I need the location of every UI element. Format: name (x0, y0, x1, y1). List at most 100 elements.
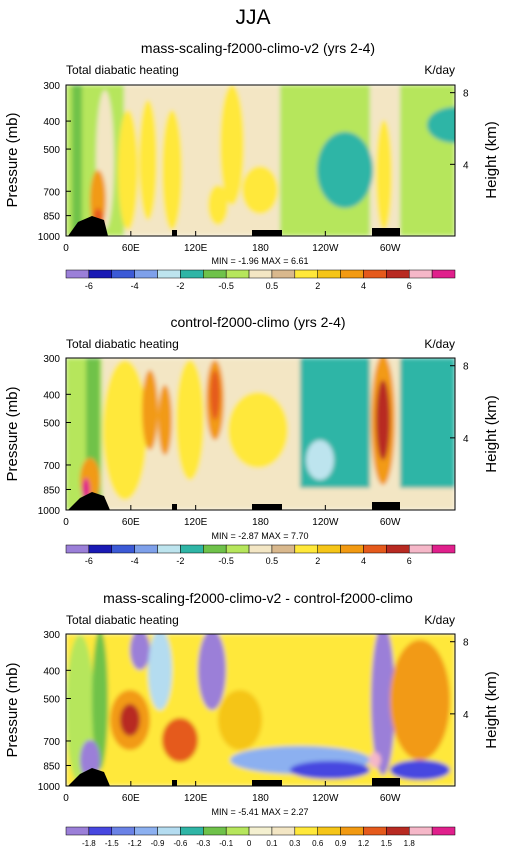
colorbar-swatch (363, 269, 387, 279)
colorbar-swatch (88, 826, 113, 836)
panel-title: mass-scaling-f2000-climo-v2 - control-f2… (103, 590, 413, 606)
colorbar-label: 1.5 (381, 839, 393, 848)
x-tick-label: 120E (184, 517, 208, 528)
y-ticks-right: 84 (450, 638, 469, 721)
colorbar-label: -0.5 (218, 556, 234, 566)
colorbar-label: 1.8 (404, 839, 416, 848)
stats-label: MIN = -2.87 MAX = 7.70 (211, 531, 308, 541)
colorbar-label: 6 (407, 281, 412, 291)
colorbar-swatch (271, 544, 296, 554)
variable-label: Total diabatic heating (66, 63, 179, 77)
colorbar-label: -2 (176, 556, 184, 566)
colorbar-label: -0.5 (218, 281, 234, 291)
variable-label: Total diabatic heating (66, 337, 179, 351)
colorbar-swatch (294, 826, 318, 836)
colorbar-swatch (111, 269, 135, 279)
colorbar-label: -6 (85, 556, 93, 566)
colorbar-swatch (340, 826, 364, 836)
colorbar-label: 0.5 (266, 556, 279, 566)
panel-difference: mass-scaling-f2000-climo-v2 - control-f2… (4, 590, 500, 848)
panel-title: control-f2000-climo (yrs 2-4) (170, 314, 345, 330)
x-tick-label: 120E (184, 243, 208, 254)
contour-field (66, 358, 455, 510)
y-right-tick-label: 8 (463, 362, 469, 373)
units-label: K/day (424, 63, 455, 77)
colorbar-swatch (180, 544, 204, 554)
colorbar-swatch (203, 269, 227, 279)
colorbar-swatch (225, 826, 250, 836)
x-tick-label: 60E (122, 793, 140, 804)
colorbar-swatch (340, 269, 364, 279)
x-tick-label: 0 (63, 517, 69, 528)
x-tick-label: 60E (122, 517, 140, 528)
y-tick-label: 1000 (38, 232, 61, 243)
y-right-tick-label: 4 (463, 434, 469, 445)
colorbar-label: -4 (131, 281, 139, 291)
colorbar-swatch (248, 826, 273, 836)
colorbar-swatch (134, 269, 158, 279)
x-ticks: 0 60E 120E 180 120W 60W (63, 505, 401, 528)
colorbar-swatch (88, 269, 113, 279)
colorbar-swatch (88, 544, 113, 554)
y-ticks-left: 300 400 500 700 850 1000 (38, 81, 71, 243)
y-tick-label: 500 (43, 145, 60, 156)
stats-label: MIN = -1.96 MAX = 6.61 (211, 256, 308, 266)
y-tick-label: 850 (43, 212, 60, 223)
units-label: K/day (424, 613, 455, 627)
x-tick-label: 120E (184, 793, 208, 804)
y-axis-title-right: Height (km) (483, 121, 500, 199)
y-ticks-right: 84 (450, 362, 469, 445)
panel-control: control-f2000-climo (yrs 2-4) Total diab… (4, 314, 500, 566)
colorbar-swatch (157, 826, 181, 836)
colorbar-label: -0.3 (196, 839, 210, 848)
y-axis-title-right: Height (km) (483, 395, 500, 473)
colorbar-swatch (317, 826, 341, 836)
colorbar-swatch (431, 826, 456, 836)
x-tick-label: 120W (312, 793, 339, 804)
colorbar-swatch (340, 544, 364, 554)
colorbar-swatch (271, 826, 296, 836)
x-tick-label: 0 (63, 793, 69, 804)
contour-field (66, 85, 455, 236)
y-right-tick-label: 8 (463, 89, 469, 100)
colorbar-label: -4 (131, 556, 139, 566)
panel-mass-scaling: mass-scaling-f2000-climo-v2 (yrs 2-4) To… (4, 40, 500, 291)
colorbar-label: 0.6 (312, 839, 324, 848)
y-tick-label: 300 (43, 81, 60, 92)
colorbar-swatch (386, 826, 410, 836)
y-tick-label: 300 (43, 354, 60, 365)
colorbar-label: 0.1 (266, 839, 278, 848)
x-tick-label: 180 (252, 517, 269, 528)
colorbar-label: 6 (407, 556, 412, 566)
colorbar-swatch (225, 544, 250, 554)
y-right-tick-label: 4 (463, 160, 469, 171)
y-ticks-right: 84 (450, 89, 469, 171)
colorbar-label: 2 (315, 556, 320, 566)
x-tick-label: 180 (252, 243, 269, 254)
y-tick-label: 1000 (38, 506, 61, 517)
colorbar-label: 1.2 (358, 839, 370, 848)
colorbar-swatch (157, 544, 181, 554)
y-tick-label: 850 (43, 761, 60, 772)
colorbar-label: -1.8 (82, 839, 96, 848)
y-tick-label: 500 (43, 694, 60, 705)
colorbar-swatch (65, 826, 90, 836)
colorbar-label: 0.9 (335, 839, 347, 848)
colorbar: -1.8 -1.5 -1.2 -0.9 -0.6 -0.3 -0.1 0 0.1 0.3 0.6 0.… (65, 826, 456, 848)
colorbar-label: 2 (315, 281, 320, 291)
colorbar-swatch (248, 269, 273, 279)
contour-field (66, 634, 455, 786)
colorbar-swatch (65, 544, 90, 554)
x-tick-label: 120W (312, 243, 339, 254)
colorbar-swatch (180, 269, 204, 279)
colorbar-swatch (111, 826, 135, 836)
colorbar-swatch (294, 269, 318, 279)
y-right-tick-label: 4 (463, 710, 469, 721)
y-ticks-left: 300 400 500 700 850 1000 (38, 354, 71, 517)
colorbar-swatch (386, 544, 410, 554)
colorbar-swatch (408, 269, 433, 279)
colorbar-swatch (271, 269, 296, 279)
colorbar-swatch (363, 826, 387, 836)
y-tick-label: 700 (43, 187, 60, 198)
